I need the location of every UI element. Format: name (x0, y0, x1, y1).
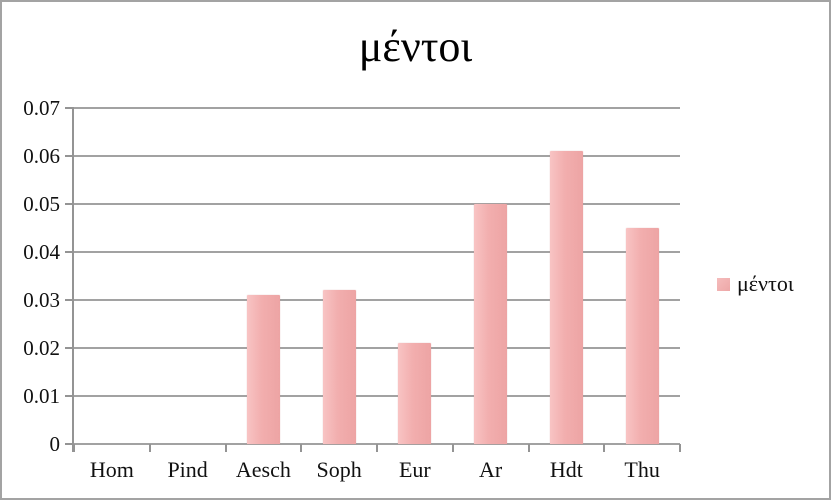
legend-label: μέντοι (737, 271, 794, 296)
x-axis-label: Aesch (235, 457, 291, 482)
gridline (74, 251, 680, 253)
x-axis-tick (451, 444, 454, 452)
y-axis-tick (65, 347, 74, 349)
gridline (74, 155, 680, 157)
y-tick-label: 0.05 (23, 192, 60, 216)
x-axis-tick (224, 444, 227, 452)
x-axis-tick (603, 444, 606, 452)
gridline (74, 347, 680, 349)
x-axis-label: Hdt (549, 457, 583, 482)
legend-swatch (717, 277, 730, 291)
y-axis-tick (65, 155, 74, 157)
bar-soph (322, 290, 356, 444)
y-axis-tick (65, 299, 74, 301)
y-tick-label: 0.02 (23, 336, 60, 360)
y-tick-label: 0 (49, 432, 61, 456)
x-axis-tick (376, 444, 378, 452)
y-tick-label: 0.06 (23, 144, 60, 168)
x-axis-tick (679, 444, 681, 452)
x-axis-label: Thu (624, 457, 660, 482)
y-tick-label: 0.07 (23, 96, 60, 120)
y-tick-label: 0.03 (23, 288, 60, 312)
bar-hdt (549, 151, 583, 444)
x-axis-tick (73, 444, 75, 452)
y-axis-tick (65, 395, 74, 397)
y-axis-tick (65, 107, 74, 109)
bar-eur (398, 343, 432, 444)
bar-thu (625, 228, 659, 444)
gridline (74, 395, 680, 397)
x-axis-tick (527, 444, 530, 452)
legend: μέντοι (717, 272, 794, 296)
gridline (74, 299, 680, 301)
gridline (74, 203, 680, 205)
x-axis-label: Hom (89, 457, 134, 482)
x-axis-label: Pind (167, 457, 208, 482)
y-axis-line (72, 108, 74, 452)
x-axis-tick (300, 444, 303, 452)
y-tick-label: 0.04 (23, 240, 60, 264)
y-axis-tick (65, 443, 74, 445)
bar-aesch (246, 295, 280, 444)
gridline (74, 107, 680, 109)
x-axis-label: Eur (398, 457, 431, 482)
y-axis-tick (65, 251, 74, 253)
bar-ar (474, 204, 508, 444)
x-axis-label: Soph (316, 457, 362, 482)
y-axis-tick (65, 203, 74, 205)
y-tick-label: 0.01 (23, 384, 60, 408)
x-axis-label: Ar (479, 457, 503, 482)
x-axis-tick (148, 444, 151, 452)
chart-title: μέντοι (358, 22, 473, 71)
